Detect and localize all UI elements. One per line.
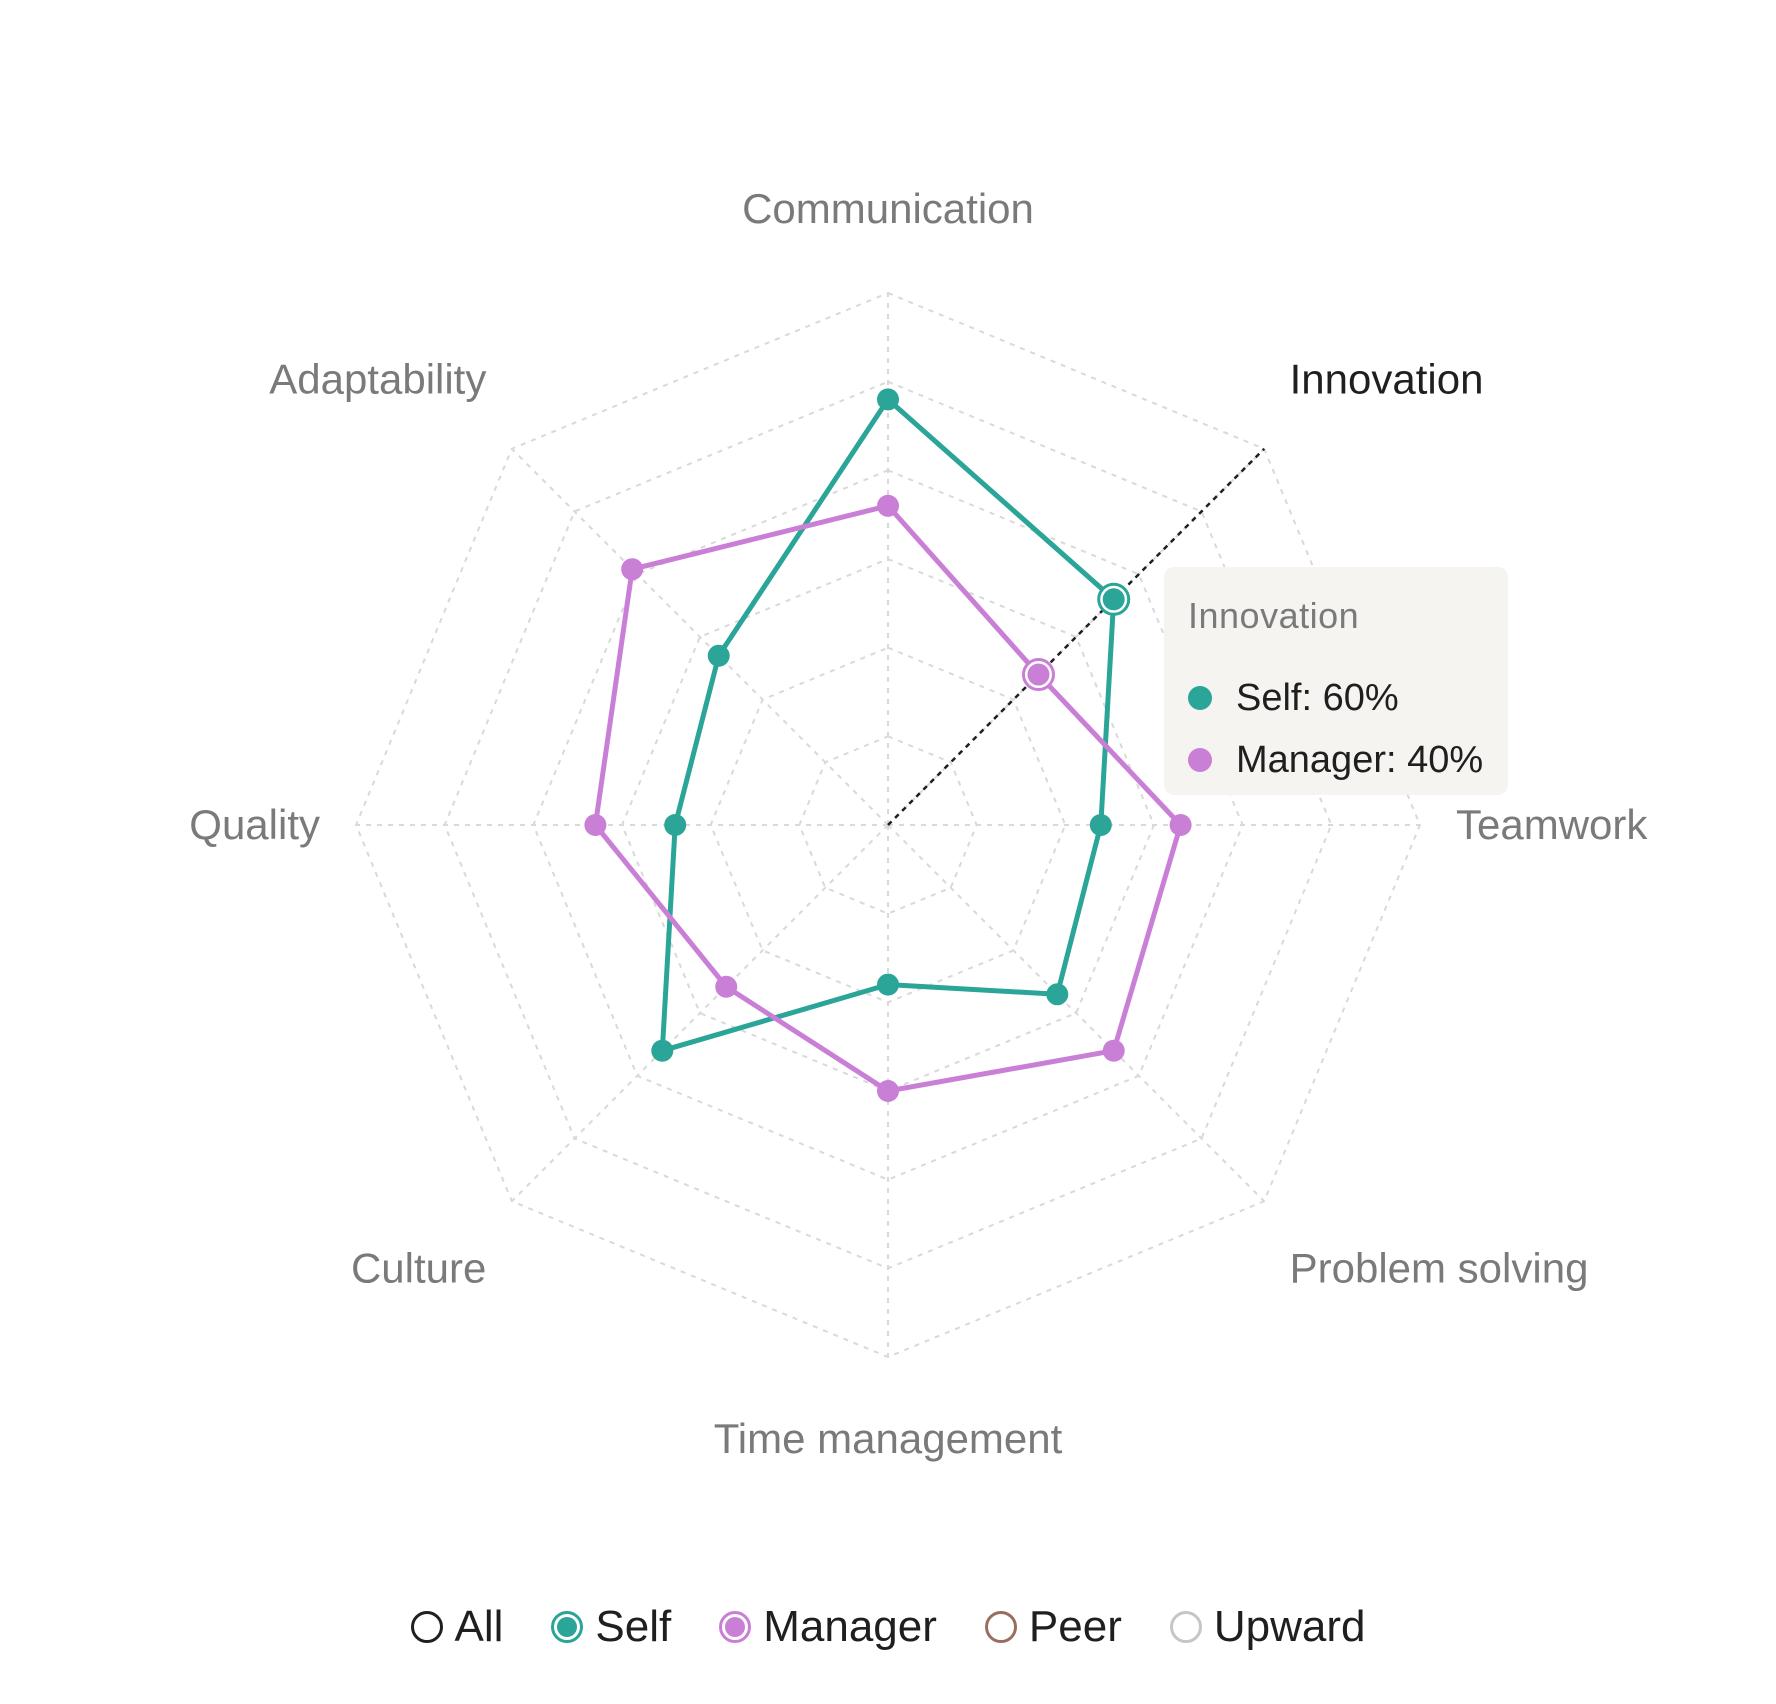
axis-label-adaptability: Adaptability: [269, 355, 486, 402]
legend-item-upward[interactable]: Upward: [1169, 1602, 1366, 1652]
legend-radio-upward[interactable]: [1169, 1611, 1202, 1643]
series-self-point[interactable]: [877, 388, 899, 411]
axis-label-time-management: Time management: [714, 1415, 1063, 1462]
tooltip-row-self: Self: 60%: [1188, 667, 1484, 729]
radar-chart: Communication Innovation Teamwork Problem s…: [189, 185, 1648, 1462]
axis-label-teamwork: Teamwork: [1456, 801, 1648, 848]
radar-svg: Communication Innovation Teamwork Problem s…: [189, 185, 1648, 1462]
series-manager-point[interactable]: [1102, 1039, 1125, 1062]
axis-label-quality: Quality: [189, 801, 320, 848]
tooltip-manager-dot: [1188, 748, 1212, 772]
highlight-spoke: [887, 447, 1266, 826]
series-manager-point[interactable]: [584, 814, 607, 836]
series-manager-point[interactable]: [1169, 814, 1192, 836]
legend-item-self[interactable]: Self: [551, 1602, 671, 1652]
tooltip-title: Innovation: [1188, 595, 1360, 636]
series-manager-point[interactable]: [877, 1080, 899, 1102]
grid-spoke: [511, 824, 889, 1202]
axis-label-innovation: Innovation: [1290, 355, 1484, 402]
grid-ring: [798, 735, 978, 915]
series-manager-point[interactable]: [715, 975, 738, 998]
grid: [354, 291, 1422, 1359]
series-self-point[interactable]: [1102, 588, 1125, 611]
series-self-point[interactable]: [877, 973, 899, 996]
tooltip: Innovation Self: 60% Manager: 40%: [1164, 567, 1508, 795]
series-layer: [584, 388, 1192, 1102]
series-self-point[interactable]: [707, 644, 730, 667]
axis-label-culture: Culture: [351, 1245, 486, 1292]
tooltip-row-manager: Manager: 40%: [1188, 729, 1484, 791]
legend-label-all: All: [454, 1602, 504, 1651]
legend-label-upward: Upward: [1213, 1602, 1366, 1651]
tooltip-self-dot: [1188, 686, 1212, 710]
series-self-point[interactable]: [664, 814, 687, 836]
axis-label-communication: Communication: [742, 185, 1034, 232]
axis-label-problem-solving: Problem solving: [1290, 1245, 1589, 1292]
legend-item-all[interactable]: All: [410, 1602, 504, 1652]
series-self-point[interactable]: [1089, 814, 1112, 836]
tooltip-manager-text: Manager: 40%: [1236, 738, 1484, 781]
legend: All Self Manager Peer Upward: [0, 1602, 1776, 1652]
legend-label-manager: Manager: [763, 1602, 937, 1651]
legend-radio-peer[interactable]: [984, 1611, 1017, 1643]
legend-radio-self[interactable]: [551, 1611, 584, 1643]
series-manager-point[interactable]: [621, 558, 644, 581]
series-self-point[interactable]: [651, 1039, 674, 1062]
legend-radio-all[interactable]: [410, 1611, 443, 1643]
axis-labels: Communication Innovation Teamwork Problem s…: [189, 185, 1648, 1462]
legend-item-manager[interactable]: Manager: [719, 1602, 937, 1652]
legend-radio-manager[interactable]: [719, 1611, 752, 1643]
grid-spoke: [511, 448, 889, 826]
tooltip-self-text: Self: 60%: [1236, 676, 1399, 719]
legend-label-peer: Peer: [1028, 1602, 1122, 1651]
grid-spoke: [887, 824, 1265, 1202]
series-manager-point[interactable]: [1027, 663, 1050, 686]
series-self-point[interactable]: [1046, 983, 1069, 1006]
legend-label-self: Self: [595, 1602, 672, 1651]
series-manager-point[interactable]: [877, 494, 899, 517]
legend-item-peer[interactable]: Peer: [984, 1602, 1122, 1652]
